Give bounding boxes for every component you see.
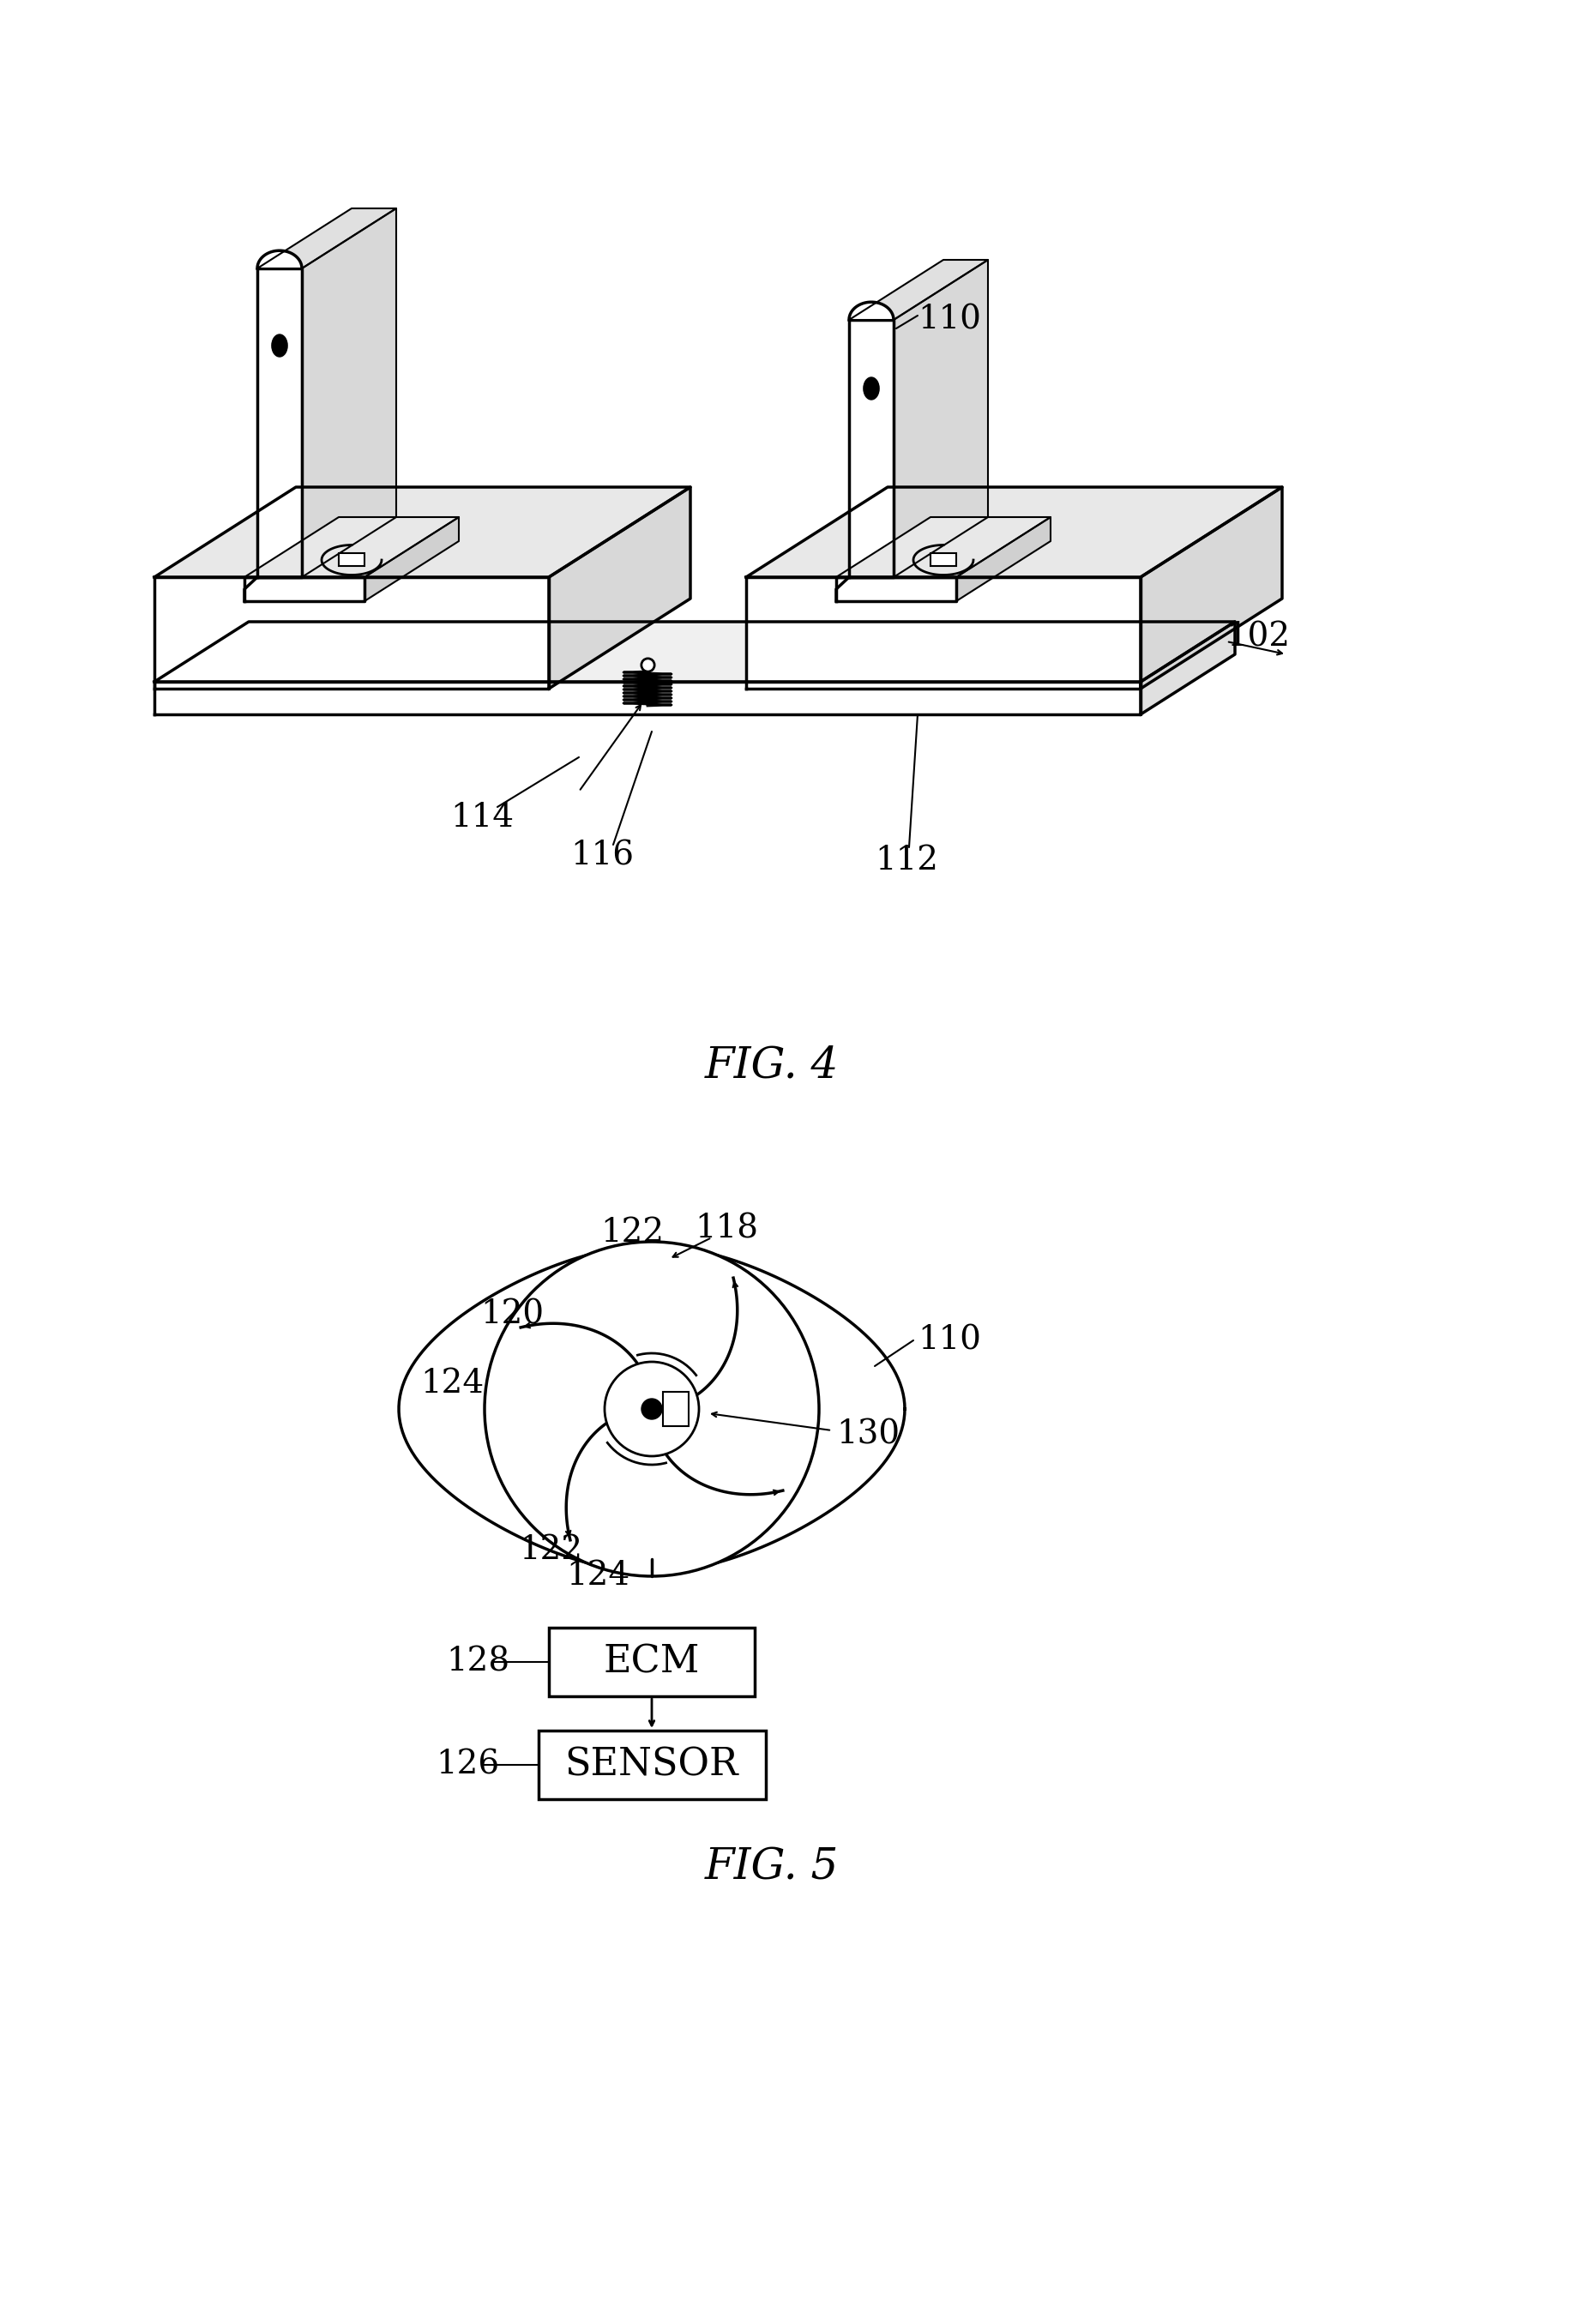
Polygon shape [745,487,1282,577]
Polygon shape [1141,487,1282,688]
Polygon shape [364,517,458,600]
Text: FIG. 5: FIG. 5 [705,1847,839,1889]
Polygon shape [155,487,691,577]
Text: 114: 114 [450,802,514,832]
Polygon shape [244,577,364,600]
Text: 102: 102 [1226,621,1290,654]
Text: 118: 118 [694,1212,758,1245]
Text: FIG. 4: FIG. 4 [705,1045,839,1087]
Polygon shape [155,681,1141,714]
Text: 128: 128 [445,1646,509,1678]
Text: 120: 120 [480,1298,544,1331]
Text: 126: 126 [436,1750,500,1780]
Text: 122: 122 [600,1217,664,1249]
Polygon shape [257,269,302,577]
Polygon shape [399,1247,905,1572]
Ellipse shape [271,334,287,357]
Bar [930,554,956,566]
Text: 110: 110 [918,304,982,336]
Circle shape [485,1242,819,1576]
Text: 122: 122 [519,1535,583,1567]
Text: 124: 124 [567,1560,630,1592]
Polygon shape [956,517,1050,600]
Polygon shape [1141,621,1235,714]
Bar [338,554,364,566]
Text: 116: 116 [570,839,634,872]
Polygon shape [155,621,1235,681]
Text: 124: 124 [420,1368,484,1400]
Polygon shape [257,209,396,269]
Polygon shape [894,260,988,577]
Bar [549,1627,755,1697]
Polygon shape [745,577,1141,688]
Polygon shape [849,301,894,320]
Polygon shape [302,209,396,577]
Bar [538,1732,766,1799]
Polygon shape [244,517,458,577]
Polygon shape [849,320,894,577]
Circle shape [605,1361,699,1456]
Ellipse shape [863,378,879,399]
Text: 110: 110 [918,1324,982,1356]
Polygon shape [257,250,302,269]
Text: SENSOR: SENSOR [565,1745,739,1783]
Bar [662,1391,688,1426]
Text: 112: 112 [875,844,938,876]
Polygon shape [549,487,691,688]
Text: ECM: ECM [603,1643,701,1681]
Polygon shape [849,260,988,320]
Polygon shape [836,517,1050,577]
Polygon shape [836,577,956,600]
Text: 130: 130 [836,1419,900,1451]
Circle shape [642,1398,662,1419]
Polygon shape [155,577,549,688]
